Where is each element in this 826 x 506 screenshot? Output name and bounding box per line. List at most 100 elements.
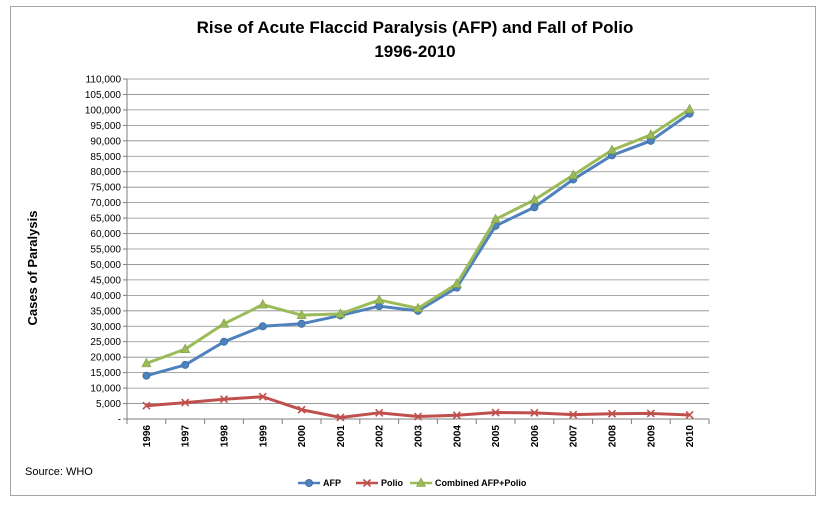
data-point	[297, 319, 306, 328]
legend-item: AFP	[298, 478, 341, 488]
marker-stroke	[413, 412, 423, 421]
legend-item: Polio	[356, 478, 404, 488]
data-point	[413, 302, 423, 313]
series-line-polio	[146, 395, 690, 419]
chart-title: Rise of Acute Flaccid Paralysis (AFP) an…	[197, 18, 634, 37]
data-point	[181, 398, 190, 407]
x-tick-label: 2000	[297, 425, 308, 448]
data-point	[684, 103, 695, 114]
marker-stroke	[530, 408, 539, 417]
data-point	[375, 408, 384, 417]
data-point	[607, 409, 617, 418]
chart-subtitle: 1996-2010	[374, 42, 455, 61]
y-tick-label: 15,000	[90, 368, 121, 379]
data-point	[452, 411, 461, 420]
legend-swatch-marker	[304, 478, 313, 487]
marker-stroke	[452, 411, 461, 420]
marker-stroke	[258, 392, 267, 401]
y-tick-label: 100,000	[85, 105, 122, 116]
y-tick-label: 85,000	[90, 152, 121, 163]
x-tick-label: 2001	[336, 425, 347, 448]
x-tick-label: 2004	[452, 425, 463, 448]
legend-swatch-marker	[362, 478, 372, 488]
marker-stroke	[375, 408, 384, 417]
legend-label: Polio	[381, 478, 404, 488]
marker-stroke	[219, 395, 229, 404]
y-tick-label: 35,000	[90, 306, 121, 317]
source-note: Source: WHO	[25, 466, 93, 478]
x-tick-label: 2008	[608, 425, 619, 448]
y-tick-label: 5,000	[96, 399, 121, 410]
series-layer	[141, 103, 695, 422]
marker-stroke	[142, 401, 151, 410]
marker-stroke	[607, 409, 617, 418]
marker-stroke	[491, 408, 500, 417]
y-tick-label: 10,000	[90, 384, 121, 395]
y-tick-label: 25,000	[90, 337, 121, 348]
y-tick-label: 20,000	[90, 353, 121, 364]
y-tick-label: 70,000	[90, 198, 121, 209]
data-point	[336, 413, 345, 422]
marker-stroke	[646, 409, 655, 418]
data-point	[142, 371, 151, 380]
data-point	[530, 203, 539, 212]
data-point	[297, 405, 306, 414]
y-tick-label: 65,000	[90, 214, 121, 225]
data-point	[141, 357, 152, 368]
data-point	[685, 410, 694, 420]
data-point	[219, 337, 228, 346]
axes: - 5,000 10,000 15,000 20,000 25,000 30,000 35,0…	[85, 75, 710, 448]
y-tick-label: 95,000	[90, 121, 121, 132]
data-point	[569, 410, 578, 419]
y-tick-label: -	[118, 415, 121, 426]
data-point	[490, 213, 501, 224]
marker-stroke	[297, 405, 306, 414]
legend-label: Combined AFP+Polio	[435, 478, 527, 488]
y-tick-label: 40,000	[90, 291, 121, 302]
y-tick-label: 60,000	[90, 229, 121, 240]
data-point	[335, 308, 346, 318]
data-point	[646, 409, 655, 418]
x-tick-label: 2010	[685, 425, 696, 448]
y-tick-label: 30,000	[90, 322, 121, 333]
data-point	[180, 343, 191, 353]
marker-stroke	[362, 478, 372, 488]
gridlines	[127, 78, 709, 404]
x-tick-label: 2006	[530, 425, 541, 448]
x-tick-label: 1998	[220, 425, 231, 448]
x-tick-label: 1999	[258, 425, 269, 448]
x-tick-label: 1996	[142, 425, 153, 448]
y-tick-label: 110,000	[86, 75, 122, 86]
x-tick-label: 2002	[375, 425, 386, 448]
legend-swatch-marker	[416, 477, 426, 487]
data-point	[296, 309, 307, 319]
data-point	[529, 194, 540, 204]
data-point	[219, 395, 229, 404]
x-tick-label: 2007	[569, 425, 580, 448]
data-point	[258, 322, 267, 331]
legend: AFP Polio Combined AFP+Polio	[298, 477, 527, 488]
data-point	[219, 318, 229, 328]
data-point	[607, 144, 617, 154]
y-tick-label: 105,000	[85, 90, 122, 101]
y-tick-label: 50,000	[90, 260, 121, 271]
data-point	[258, 392, 267, 401]
x-tick-label: 2005	[491, 425, 502, 448]
data-point	[491, 408, 500, 417]
y-tick-label: 90,000	[90, 136, 121, 147]
data-point	[257, 298, 268, 309]
y-tick-label: 45,000	[90, 275, 121, 286]
series-line-combined-afp-polio	[145, 108, 691, 365]
y-tick-label: 55,000	[90, 245, 121, 256]
data-point	[181, 360, 190, 369]
data-point	[568, 169, 579, 179]
marker-stroke	[569, 410, 578, 419]
y-tick-label: 75,000	[90, 183, 121, 194]
x-tick-label: 1997	[181, 425, 192, 448]
legend-label: AFP	[323, 478, 341, 488]
x-tick-label: 2009	[646, 425, 657, 448]
marker-stroke	[685, 410, 694, 420]
y-axis-label: Cases of Paralysis	[25, 211, 40, 326]
marker-stroke	[336, 413, 345, 422]
